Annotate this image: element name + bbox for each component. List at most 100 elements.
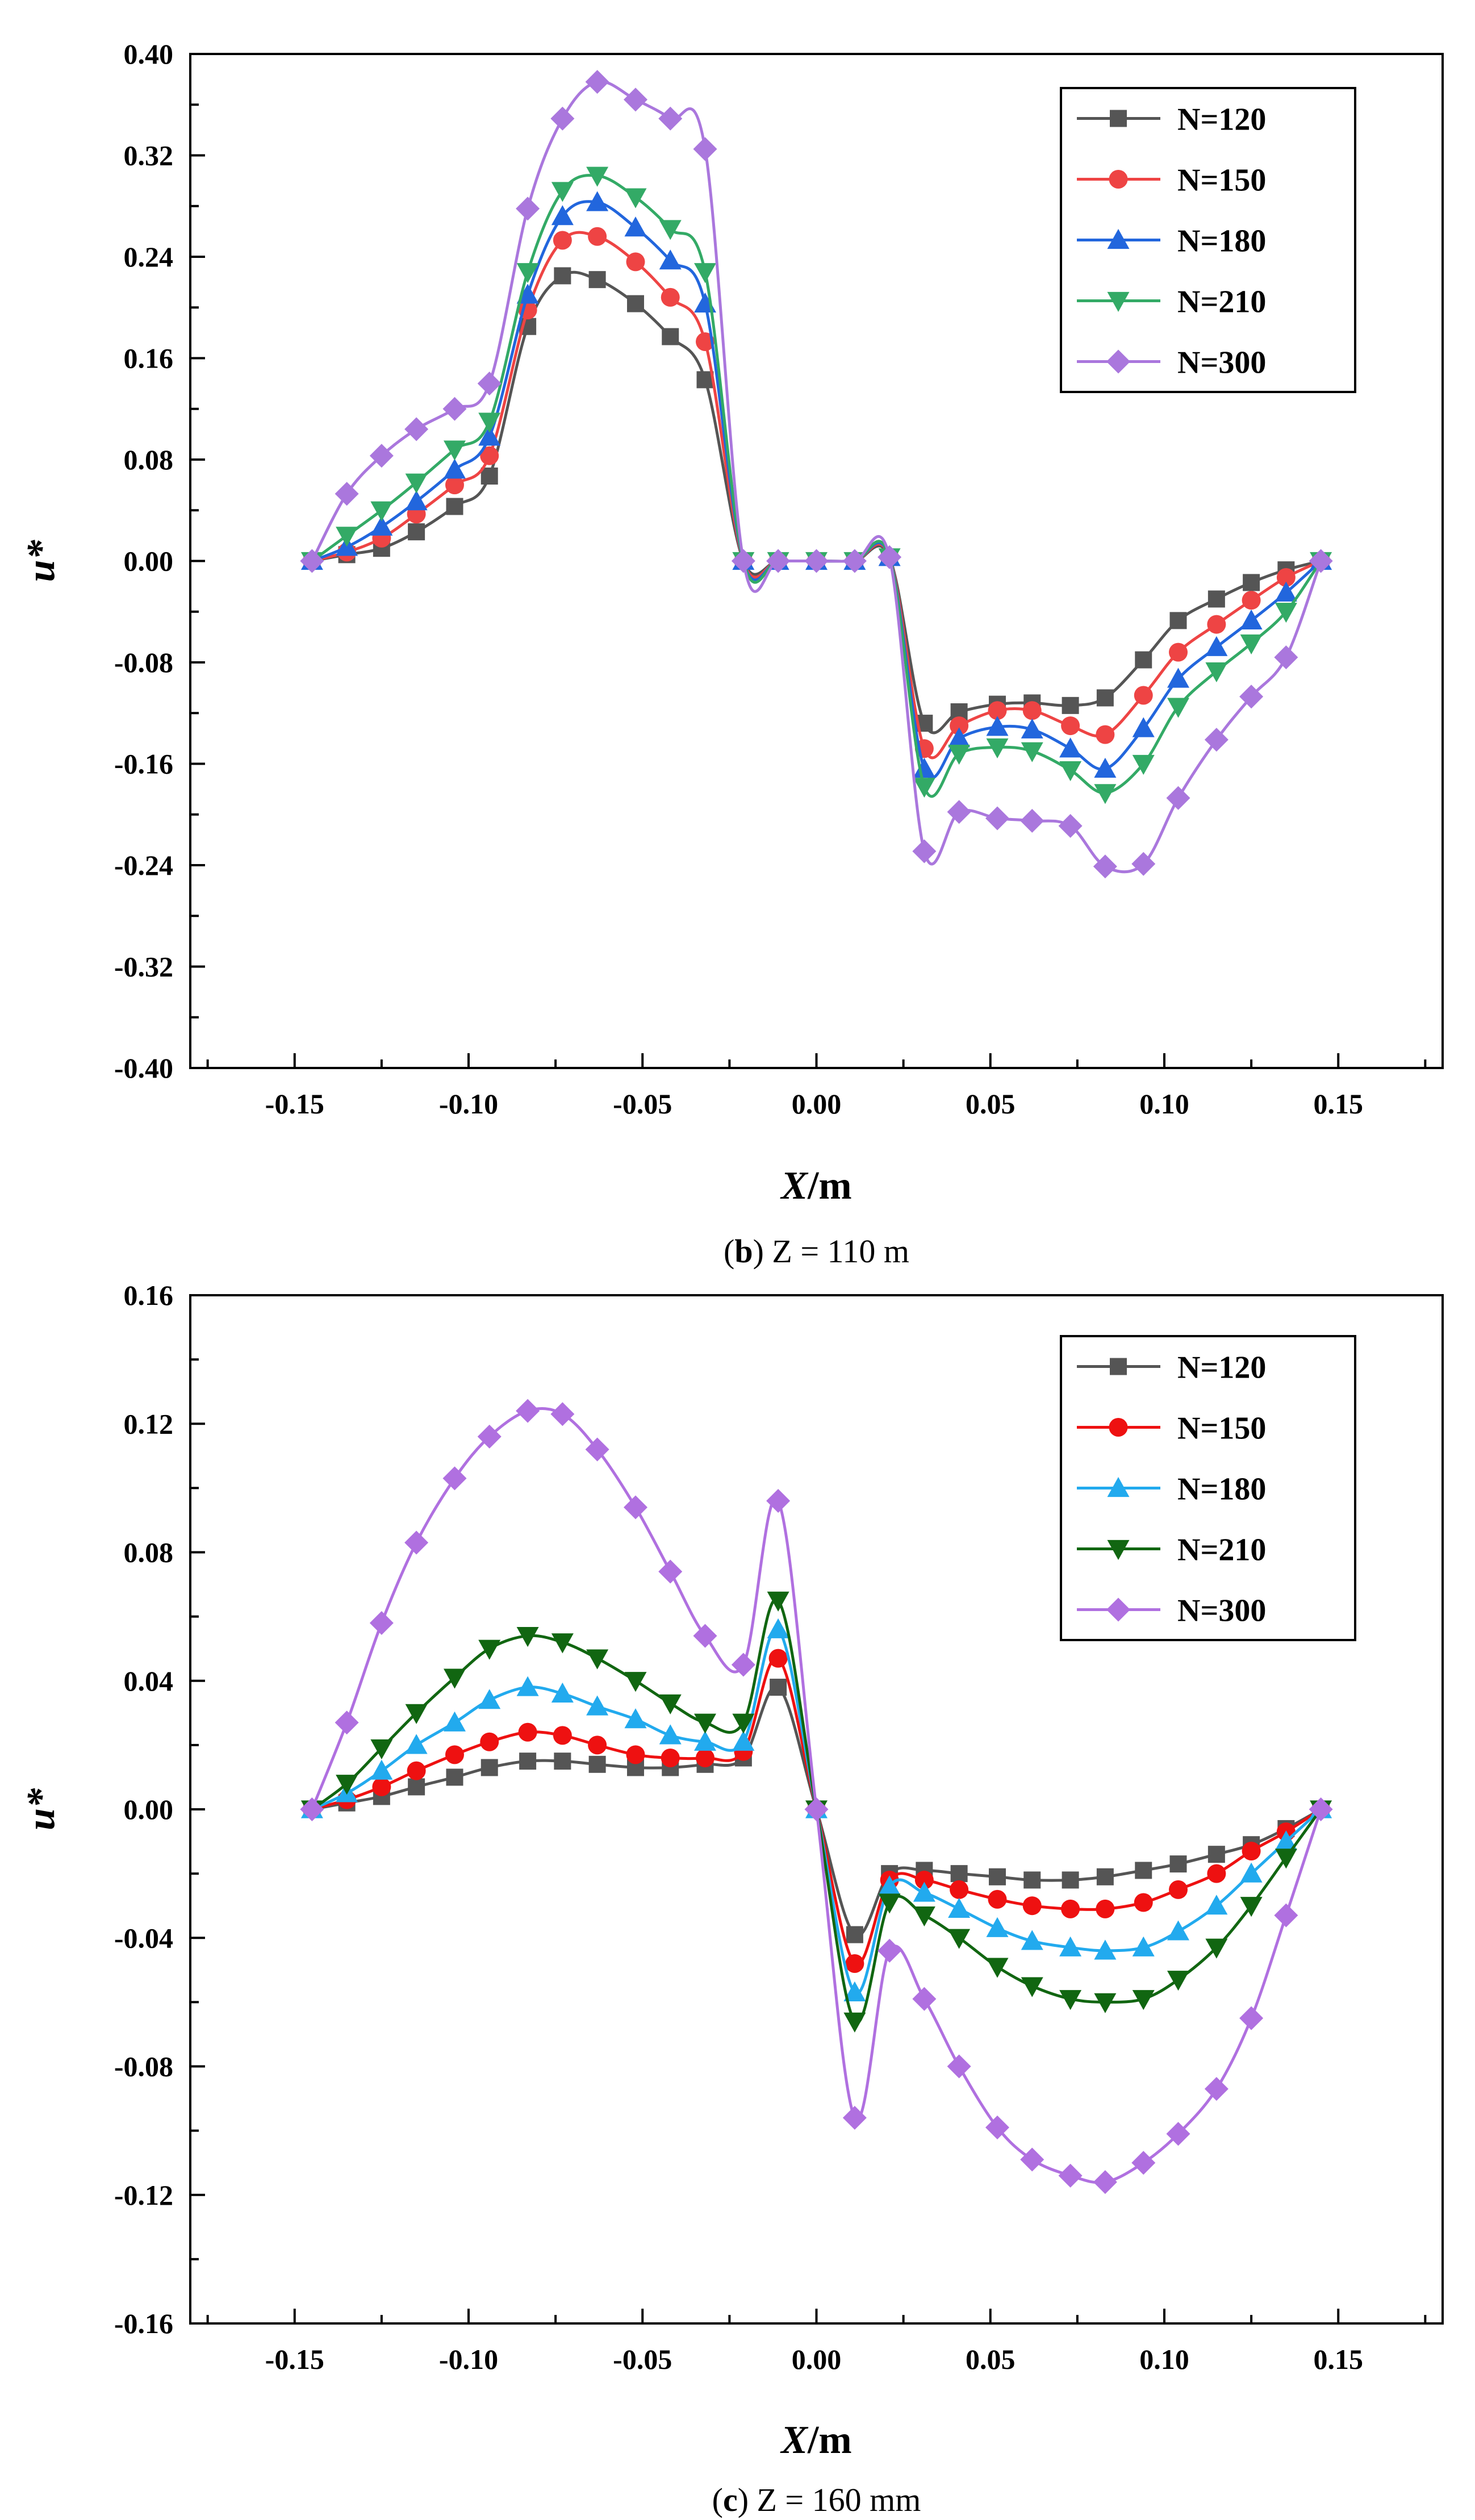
y-tick-label: -0.12 [114,2179,173,2211]
data-point [985,806,1009,831]
data-point [1205,636,1228,656]
data-point [1167,1971,1189,1991]
data-point [588,227,607,246]
data-point [1275,581,1297,602]
data-point [842,549,867,573]
data-point [696,332,714,351]
data-point [516,1676,539,1696]
data-point [551,205,574,226]
data-point [989,1868,1006,1885]
x-tick-label: 0.05 [966,2343,1016,2375]
data-point [627,295,644,312]
data-point [766,549,791,573]
data-point [446,1768,463,1786]
data-point [661,1749,680,1767]
data-point [659,1724,682,1745]
legend-marker [1109,1418,1128,1437]
data-point [404,1530,429,1555]
data-point [1240,634,1263,655]
legend-marker [1110,1358,1127,1375]
data-point [986,1958,1009,1978]
data-point [1167,667,1189,688]
data-point [732,1713,755,1734]
data-point [658,1559,683,1584]
data-point [336,527,358,547]
data-point [1021,1977,1043,1997]
data-point [1094,757,1117,778]
data-point [588,271,606,289]
data-point [658,106,683,131]
data-point [913,757,935,778]
data-point [1093,854,1117,879]
data-point [694,1730,716,1751]
data-point [516,283,539,304]
y-axis-title: u* [19,1788,63,1830]
data-point [626,1745,645,1764]
y-tick-label: -0.16 [114,748,173,780]
data-point [804,549,829,573]
legend-marker [1107,229,1130,249]
data-point [1275,1849,1297,1869]
y-tick-label: -0.24 [114,849,173,881]
legend-marker [1107,1477,1130,1497]
data-point [1239,2006,1264,2030]
data-point [804,1797,829,1821]
y-tick-label: 0.32 [124,140,174,172]
data-point [661,287,680,307]
data-point [843,1981,866,2002]
y-tick-label: 0.16 [124,343,174,374]
x-tick-label: -0.10 [439,2343,498,2375]
data-point [586,191,609,211]
data-point [445,475,464,495]
data-point [1132,717,1155,737]
legend-label: N=210 [1177,285,1266,320]
data-point [1022,1896,1042,1916]
data-point [659,1694,682,1714]
data-point [986,1917,1009,1937]
x-tick-label: -0.05 [613,1088,672,1120]
panel-caption: (b) Z = 110 m [724,1233,909,1270]
x-axis-title: X/m [780,2418,851,2462]
data-point [1167,698,1189,718]
data-point [624,1708,647,1729]
y-tick-label: 0.12 [124,1408,174,1440]
x-tick-label: 0.00 [792,1088,842,1120]
data-point [1061,1899,1080,1918]
data-point [624,1495,647,1520]
data-point [1274,645,1298,670]
data-point [588,1755,606,1773]
panel-caption: (c) Z = 160 mm [712,2481,921,2518]
legend-marker [1107,1539,1130,1560]
data-point [1059,1990,1082,2010]
data-point [843,2012,866,2033]
data-point [767,1618,789,1638]
data-point [988,1889,1007,1909]
x-tick-label: -0.10 [439,1088,498,1120]
data-point [554,1753,571,1770]
y-tick-label: -0.16 [114,2308,173,2339]
data-point [553,231,572,250]
data-point [1274,1903,1298,1927]
legend-label: N=120 [1177,1350,1266,1386]
data-point [1205,662,1228,683]
data-point [516,1399,540,1423]
data-point [1058,813,1083,838]
data-point [1309,549,1333,573]
data-point [948,1897,971,1918]
data-point [369,1611,394,1635]
y-tick-label: 0.16 [124,1279,174,1311]
data-point [585,1437,609,1462]
y-tick-label: -0.32 [114,951,173,983]
data-point [1132,1936,1155,1956]
data-point [1207,1864,1226,1883]
data-point [950,1865,968,1883]
legend-marker [1110,110,1127,127]
legend-label: N=300 [1177,1593,1266,1629]
data-point [696,1749,714,1767]
data-point [1242,1842,1261,1861]
data-point [1166,786,1190,810]
data-point [913,778,935,798]
data-point [912,1987,937,2011]
data-point [1021,742,1043,762]
data-point [912,839,937,863]
